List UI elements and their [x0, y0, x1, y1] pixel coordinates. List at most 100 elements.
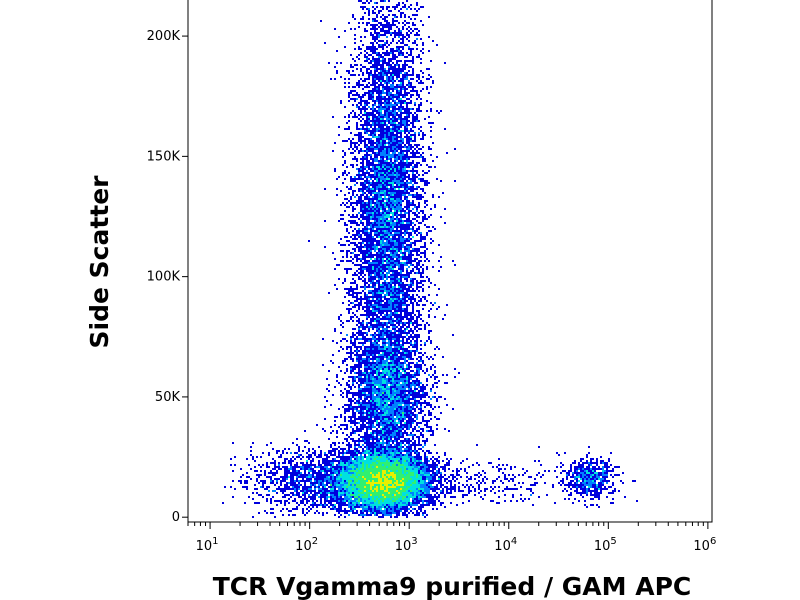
density-point — [362, 332, 364, 334]
density-point — [444, 314, 446, 316]
density-point — [574, 498, 576, 500]
density-point — [282, 490, 284, 492]
density-point — [386, 348, 388, 350]
density-point — [428, 50, 430, 52]
density-point — [352, 400, 354, 402]
density-point — [354, 234, 356, 236]
density-point — [448, 464, 450, 466]
density-point — [356, 288, 358, 290]
density-point — [610, 486, 612, 488]
density-point — [378, 96, 380, 98]
density-point — [374, 152, 376, 154]
density-point — [408, 320, 410, 322]
density-point — [348, 390, 350, 392]
density-point — [420, 234, 422, 236]
density-point — [402, 298, 404, 300]
density-point — [420, 356, 422, 358]
density-point — [376, 60, 378, 62]
density-point — [370, 150, 372, 152]
density-point — [264, 482, 266, 484]
density-point — [312, 460, 314, 462]
density-point — [422, 308, 424, 310]
density-point — [358, 406, 360, 408]
density-point — [392, 54, 394, 56]
density-point — [384, 172, 386, 174]
density-point — [326, 462, 328, 464]
density-point — [372, 170, 374, 172]
density-point — [602, 476, 604, 478]
density-point — [410, 340, 412, 342]
density-point — [368, 78, 370, 80]
density-point — [314, 472, 316, 474]
density-point — [396, 84, 398, 86]
density-point — [368, 296, 370, 298]
density-point — [408, 364, 410, 366]
density-point — [350, 370, 352, 372]
density-point — [572, 480, 574, 482]
density-point — [360, 188, 362, 190]
density-point — [392, 336, 394, 338]
density-point — [490, 500, 492, 502]
density-point — [402, 208, 404, 210]
density-point — [368, 22, 370, 24]
density-point — [412, 408, 414, 410]
density-point — [366, 314, 368, 316]
density-point — [370, 126, 372, 128]
density-point — [392, 40, 394, 42]
density-point — [392, 428, 394, 430]
density-point — [354, 418, 356, 420]
density-point — [368, 142, 370, 144]
density-point — [304, 474, 306, 476]
density-point — [284, 458, 286, 460]
density-point — [404, 214, 406, 216]
density-point — [356, 204, 358, 206]
density-point — [368, 312, 370, 314]
density-point — [402, 68, 404, 70]
density-point — [420, 286, 422, 288]
density-point — [418, 206, 420, 208]
density-point — [352, 454, 354, 456]
density-point — [438, 496, 440, 498]
density-point — [318, 492, 320, 494]
density-point — [416, 394, 418, 396]
density-point — [352, 94, 354, 96]
density-point — [352, 292, 354, 294]
density-point — [428, 294, 430, 296]
density-point — [230, 486, 232, 488]
density-point — [376, 308, 378, 310]
density-point — [308, 506, 310, 508]
density-point — [406, 308, 408, 310]
density-point — [376, 324, 378, 326]
density-point — [408, 376, 410, 378]
density-point — [284, 468, 286, 470]
density-points — [222, 0, 638, 518]
density-point — [296, 472, 298, 474]
density-point — [366, 286, 368, 288]
density-point — [358, 332, 360, 334]
density-point — [338, 220, 340, 222]
density-point — [370, 408, 372, 410]
density-point — [362, 306, 364, 308]
density-point — [346, 346, 348, 348]
density-point — [320, 500, 322, 502]
density-point — [412, 62, 414, 64]
density-point — [364, 256, 366, 258]
density-point — [362, 380, 364, 382]
density-point — [368, 376, 370, 378]
density-point — [334, 168, 336, 170]
density-point — [300, 502, 302, 504]
density-point — [280, 490, 282, 492]
density-point — [422, 296, 424, 298]
density-point — [432, 226, 434, 228]
density-point — [384, 162, 386, 164]
density-point — [364, 504, 366, 506]
density-point — [372, 436, 374, 438]
density-point — [392, 350, 394, 352]
density-point — [362, 8, 364, 10]
density-point — [582, 496, 584, 498]
density-point — [428, 450, 430, 452]
density-point — [346, 368, 348, 370]
density-point — [388, 440, 390, 442]
density-point — [390, 166, 392, 168]
density-point — [360, 404, 362, 406]
